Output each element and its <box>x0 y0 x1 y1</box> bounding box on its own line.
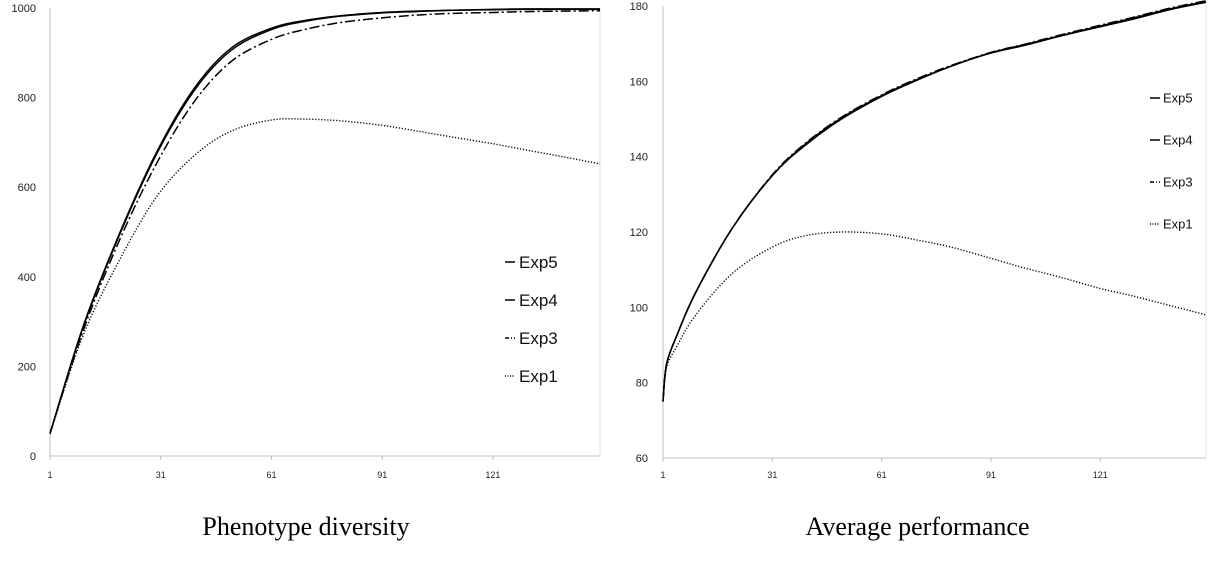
legend-item-exp4: Exp4 <box>505 291 558 310</box>
series-group <box>662 0 1207 402</box>
legend-item-exp5: Exp5 <box>505 253 558 272</box>
y-tick-label: 800 <box>18 93 36 105</box>
x-tick-label: 31 <box>156 470 166 480</box>
legend-item-exp3: Exp3 <box>505 329 558 348</box>
y-tick-label: 180 <box>630 1 648 13</box>
series-line-exp4 <box>662 0 1207 402</box>
legend-label: Exp1 <box>1163 217 1193 232</box>
chart-panel-phenotype-diversity: 0 200 400 600 800 1000 1 31 61 91 121 Exp5 Exp4 Exp3 E… <box>12 3 601 541</box>
chart-title: Phenotype diversity <box>202 512 410 541</box>
legend-item-exp4: Exp4 <box>1150 133 1193 148</box>
chart-title: Average performance <box>805 512 1030 541</box>
series-line-exp4 <box>49 8 600 434</box>
legend-item-exp1: Exp1 <box>505 367 558 386</box>
legend: Exp5 Exp4 Exp3 Exp1 <box>505 253 558 386</box>
y-tick-label: 200 <box>18 361 36 373</box>
legend-label: Exp1 <box>519 367 558 386</box>
y-tick-label: 140 <box>630 152 648 164</box>
legend-item-exp5: Exp5 <box>1150 91 1193 106</box>
series-line-exp1 <box>662 231 1207 402</box>
chart-panel-average-performance: 60 80 100 120 140 160 180 1 31 61 91 121 Exp5 Exp4 Exp… <box>612 0 1223 563</box>
x-tick-label: 61 <box>266 470 276 480</box>
x-tick-label: 1 <box>660 470 665 480</box>
y-tick-label: 60 <box>636 453 648 465</box>
legend: Exp5 Exp4 Exp3 Exp1 <box>1150 91 1193 232</box>
axes: 60 80 100 120 140 160 180 1 31 61 91 121 <box>630 1 1207 480</box>
y-tick-label: 80 <box>636 378 648 390</box>
y-tick-label: 400 <box>18 272 36 284</box>
x-tick-label: 91 <box>377 470 387 480</box>
series-line-exp1 <box>49 118 601 434</box>
series-line-exp5 <box>662 1 1207 402</box>
x-tick-label: 121 <box>1093 470 1108 480</box>
y-tick-label: 600 <box>18 182 36 194</box>
series-group <box>49 8 601 434</box>
legend-label: Exp4 <box>519 291 558 310</box>
y-tick-label: 120 <box>630 227 648 239</box>
legend-label: Exp4 <box>1163 133 1193 148</box>
y-tick-label: 1000 <box>12 3 36 15</box>
legend-label: Exp3 <box>519 329 558 348</box>
legend-label: Exp5 <box>1163 91 1193 106</box>
legend-item-exp1: Exp1 <box>1150 217 1193 232</box>
legend-label: Exp5 <box>519 253 558 272</box>
x-tick-label: 31 <box>767 470 777 480</box>
series-line-exp5 <box>49 8 600 434</box>
x-tick-label: 61 <box>877 470 887 480</box>
legend-label: Exp3 <box>1163 175 1193 190</box>
y-tick-label: 100 <box>630 302 648 314</box>
axes: 0 200 400 600 800 1000 1 31 61 91 121 <box>12 3 601 480</box>
x-tick-label: 1 <box>47 470 52 480</box>
x-tick-label: 121 <box>485 470 500 480</box>
x-tick-label: 91 <box>986 470 996 480</box>
series-line-exp3 <box>662 0 1207 402</box>
series-line-exp3 <box>49 9 601 434</box>
legend-item-exp3: Exp3 <box>1150 175 1193 190</box>
y-tick-label: 160 <box>630 76 648 88</box>
y-tick-label: 0 <box>30 451 36 463</box>
